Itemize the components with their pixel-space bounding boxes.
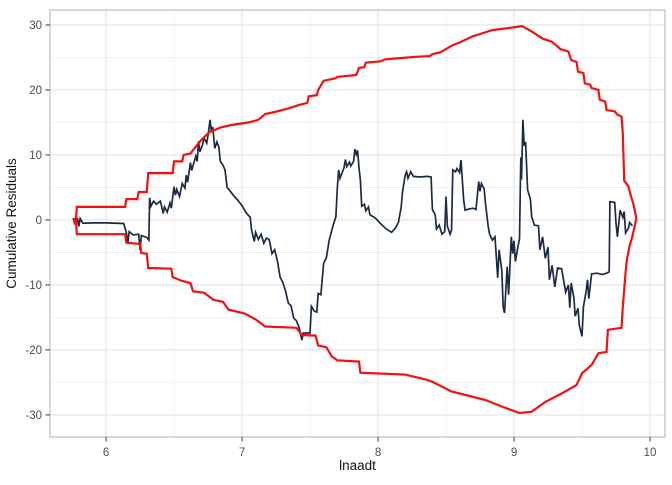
y-axis-title: Cumulative Residuals (4, 158, 19, 289)
axis-tick-labels: 6 7 8 9 10 -30 -20 -10 0 10 20 30 (25, 20, 656, 459)
x-tick-label: 10 (644, 447, 657, 459)
y-tick-label: 10 (29, 150, 42, 162)
x-tick-label: 9 (511, 447, 517, 459)
y-tick-label: 0 (36, 215, 42, 227)
simulation-envelope-upper (72, 25, 638, 224)
grid-major-lines (50, 10, 665, 437)
grid-minor-lines (50, 10, 665, 437)
x-axis-title: lnaadt (339, 458, 376, 473)
y-tick-label: -20 (25, 345, 42, 357)
y-tick-label: 20 (29, 85, 42, 97)
series-lines (72, 25, 638, 415)
x-tick-label: 7 (239, 447, 245, 459)
panel-border (49, 9, 666, 438)
y-tick-label: 30 (29, 20, 42, 32)
y-tick-label: -30 (25, 410, 42, 422)
x-tick-label: 6 (103, 447, 109, 459)
observed-cumulative-residual-process (73, 119, 634, 341)
y-tick-label: -10 (25, 280, 42, 292)
x-tick-label: 8 (375, 447, 381, 459)
axis-tick-marks (45, 24, 651, 442)
simulation-envelope-lower (72, 217, 638, 415)
